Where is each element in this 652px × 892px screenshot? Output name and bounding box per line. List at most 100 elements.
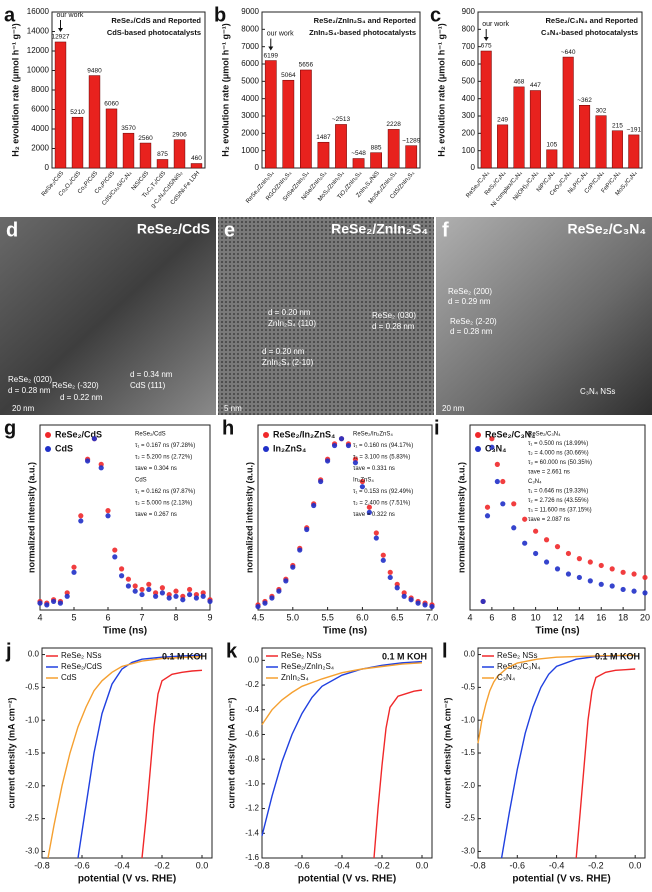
panel-label: d [6,219,18,241]
plot-frame [257,424,433,611]
data-point [112,547,118,553]
bar [88,75,101,169]
y-tick-label: -0.5 [461,682,475,691]
bar [122,132,135,169]
legend-marker [263,432,269,438]
bar [370,152,382,169]
x-tick-label: 5.0 [287,612,300,622]
annotation-arrowhead [58,27,63,32]
x-axis-label: potential (V vs. RHE) [78,874,176,885]
image-annotation: 20 nm [12,404,35,413]
y-tick-label: -0.8 [245,754,259,763]
legend-label: ReSe₂ NSs [497,651,537,660]
panel-label: l [442,640,448,662]
y-axis-label: H₂ evolution rate (μmol h⁻¹ g⁻¹) [436,23,446,157]
data-point [71,569,77,575]
annotation: τ₁ = 0.153 ns (92.49%) [353,489,413,495]
data-point [373,535,379,541]
legend-label: ReSe₂ NSs [281,651,321,660]
y-tick-label: 200 [462,128,476,137]
value-label: 215 [612,122,623,129]
panel-label: e [224,219,235,241]
y-axis-label: H₂ evolution rate (μmol h⁻¹ g⁻¹) [220,23,230,157]
y-tick-label: 0.0 [464,650,476,659]
data-point [283,578,289,584]
data-point [139,591,145,598]
y-tick-label: 100 [462,146,476,155]
annotation: τave = 2.661 ns [528,470,570,476]
data-point [119,573,125,579]
x-tick-label: 8 [511,612,516,622]
data-point [207,598,213,605]
data-line [575,668,636,859]
panel-label: i [434,417,440,439]
x-tick-label: 4.5 [252,612,265,622]
image-annotation: ReSe₂ (2-20) [450,317,497,326]
value-label: 460 [191,155,202,162]
data-point [153,593,159,599]
bar [546,149,558,169]
image-annotation: d = 0.22 nm [60,393,103,402]
data-point [139,586,145,593]
data-point [387,574,393,581]
panel-label: a [4,4,16,26]
data-point [85,458,91,464]
value-label: 1487 [316,134,331,141]
y-tick-label: 6000 [31,105,49,114]
bar [529,90,541,169]
annotation: 0.1 M KOH [595,651,640,661]
data-point [631,571,637,577]
image-title: ReSe₂/C₃N₄ [568,221,647,237]
value-label: 875 [157,151,168,158]
data-point [132,583,138,589]
image-annotation: 20 nm [442,404,465,413]
value-label: 2560 [138,135,153,142]
data-point [394,585,400,591]
data-point [359,478,365,485]
x-axis-label: potential (V vs. RHE) [298,874,396,885]
y-tick-label: 400 [462,94,476,103]
data-point [554,544,561,550]
y-tick-label: 300 [462,111,476,120]
data-point [587,578,593,584]
value-label: 5210 [70,109,85,116]
x-tick-label: 20 [640,612,650,622]
data-point [480,598,486,605]
data-point [642,590,648,596]
image-annotation: d = 0.28 nm [372,322,415,331]
image-annotation: ReSe₂ (020) [8,375,52,384]
data-point [64,593,70,599]
legend-label: ReSe₂/C₃N₄ [497,662,540,671]
bar [513,86,525,169]
data-point [401,593,407,599]
y-tick-label: -3.0 [461,847,475,856]
data-point [276,588,282,594]
y-tick-label: 9000 [241,7,259,16]
data-point [173,588,179,594]
bar [317,141,330,169]
x-tick-label: 12 [552,612,562,622]
y-tick-label: -3.0 [25,847,39,856]
value-label: 2228 [386,121,401,128]
value-label: ~548 [351,150,366,157]
legend-label: ZnIn₂S₄ [281,673,309,682]
value-label: 3570 [121,125,136,132]
data-point [366,509,372,515]
data-point [609,583,615,589]
value-label: 9480 [87,67,102,74]
data-point [166,595,172,601]
chart-subtitle: C₃N₄-based photocatalysts [541,28,638,37]
legend-label: CdS [61,673,77,682]
data-point [587,559,593,565]
data-point [44,602,50,608]
bar [156,159,169,169]
value-label: 6199 [264,52,279,59]
x-tick-label: 7.0 [426,612,439,622]
image-title: ReSe₂/ZnIn₂S₄ [331,221,428,237]
x-tick-label: 0.0 [196,860,209,870]
y-tick-label: -0.6 [245,730,259,739]
value-label: ~2513 [332,116,351,123]
value-label: 12927 [51,34,69,41]
annotation: 0.1 M KOH [382,651,427,661]
data-point [98,465,104,471]
